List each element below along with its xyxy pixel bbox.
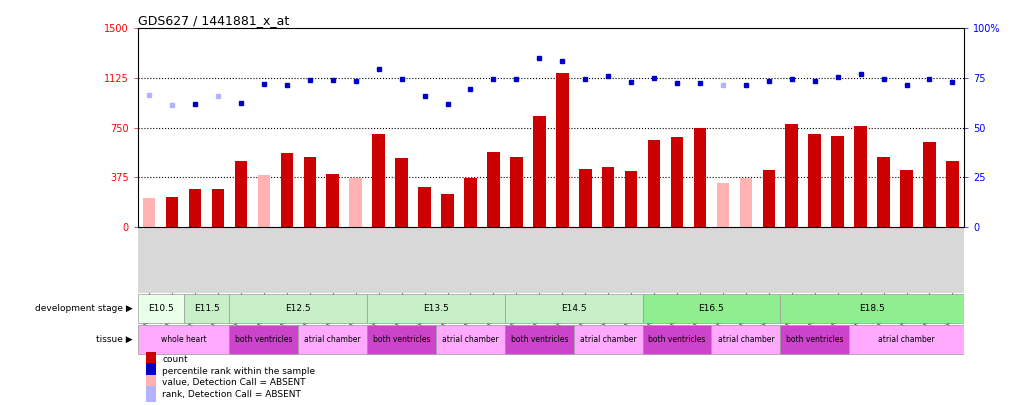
Bar — [298, 325, 367, 354]
Bar — [372, 134, 384, 227]
Text: count: count — [162, 356, 187, 364]
Bar — [146, 375, 156, 391]
Bar — [138, 325, 229, 354]
Bar — [487, 151, 499, 227]
Text: E18.5: E18.5 — [858, 304, 884, 313]
Bar — [762, 170, 774, 227]
Bar — [601, 167, 613, 227]
Bar — [808, 134, 820, 227]
Text: atrial chamber: atrial chamber — [304, 335, 361, 344]
Bar — [504, 325, 573, 354]
Bar — [138, 294, 183, 324]
Text: development stage ▶: development stage ▶ — [35, 304, 132, 313]
Bar — [785, 124, 797, 227]
Bar — [555, 73, 568, 227]
Bar — [642, 325, 711, 354]
Text: both ventricles: both ventricles — [511, 335, 568, 344]
Text: both ventricles: both ventricles — [373, 335, 430, 344]
Bar — [848, 325, 963, 354]
Bar — [830, 136, 843, 227]
Bar — [739, 178, 751, 227]
Bar — [900, 170, 912, 227]
Bar — [304, 157, 316, 227]
Bar — [350, 178, 362, 227]
Text: atrial chamber: atrial chamber — [441, 335, 498, 344]
Bar — [212, 189, 224, 227]
Text: E14.5: E14.5 — [560, 304, 586, 313]
Bar — [464, 178, 476, 227]
Text: both ventricles: both ventricles — [786, 335, 843, 344]
Text: atrial chamber: atrial chamber — [579, 335, 636, 344]
Bar — [671, 137, 683, 227]
Bar — [504, 294, 642, 324]
Bar — [780, 294, 963, 324]
Bar — [229, 325, 298, 354]
Bar — [573, 325, 642, 354]
Text: E10.5: E10.5 — [148, 304, 173, 313]
Bar — [625, 171, 637, 227]
Text: percentile rank within the sample: percentile rank within the sample — [162, 367, 315, 376]
Bar — [922, 142, 934, 227]
Text: rank, Detection Call = ABSENT: rank, Detection Call = ABSENT — [162, 390, 301, 399]
Text: whole heart: whole heart — [161, 335, 206, 344]
Text: E11.5: E11.5 — [194, 304, 219, 313]
Bar — [258, 175, 270, 227]
Bar — [418, 188, 430, 227]
Bar — [693, 128, 705, 227]
Bar — [183, 294, 229, 324]
Bar — [326, 174, 338, 227]
Bar — [189, 189, 201, 227]
Text: E16.5: E16.5 — [698, 304, 723, 313]
Bar — [146, 386, 156, 402]
Bar — [854, 126, 866, 227]
Bar — [166, 196, 178, 227]
Bar — [146, 363, 156, 379]
Bar — [716, 183, 729, 227]
Bar — [876, 157, 889, 227]
Bar — [234, 161, 247, 227]
Bar — [946, 161, 958, 227]
Bar — [435, 325, 504, 354]
Text: atrial chamber: atrial chamber — [877, 335, 934, 344]
Bar — [510, 157, 522, 227]
Text: tissue ▶: tissue ▶ — [96, 335, 132, 344]
Bar — [229, 294, 367, 324]
Bar — [280, 153, 292, 227]
Bar — [647, 140, 659, 227]
Bar — [579, 169, 591, 227]
Text: E12.5: E12.5 — [285, 304, 311, 313]
Text: GDS627 / 1441881_x_at: GDS627 / 1441881_x_at — [138, 14, 288, 27]
Bar — [395, 158, 408, 227]
Bar — [143, 198, 155, 227]
Text: value, Detection Call = ABSENT: value, Detection Call = ABSENT — [162, 378, 306, 387]
Bar — [642, 294, 780, 324]
Text: atrial chamber: atrial chamber — [716, 335, 773, 344]
Bar — [533, 116, 545, 227]
Bar — [367, 325, 436, 354]
Text: both ventricles: both ventricles — [235, 335, 292, 344]
Bar — [367, 294, 504, 324]
Bar — [441, 194, 453, 227]
Bar — [780, 325, 848, 354]
Bar — [146, 352, 156, 368]
Text: E13.5: E13.5 — [423, 304, 448, 313]
Bar — [711, 325, 780, 354]
Text: both ventricles: both ventricles — [648, 335, 705, 344]
